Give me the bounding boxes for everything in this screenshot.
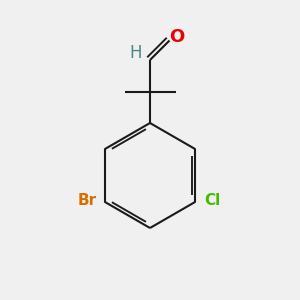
Text: Cl: Cl <box>204 193 220 208</box>
Text: H: H <box>129 44 142 62</box>
Text: O: O <box>169 28 184 46</box>
Text: Br: Br <box>78 193 97 208</box>
